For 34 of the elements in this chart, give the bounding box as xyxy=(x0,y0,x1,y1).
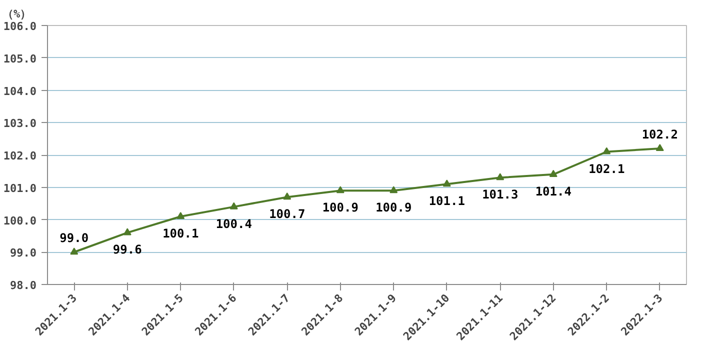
data-label: 101.4 xyxy=(535,184,572,198)
point xyxy=(656,144,664,152)
y-tick-label: 105.0 xyxy=(3,52,37,66)
y-tick-label: 102.0 xyxy=(3,150,37,162)
y-axis-title: （%） xyxy=(2,8,32,20)
data-label: 100.4 xyxy=(216,216,252,231)
y-tick-label: 98.0 xyxy=(10,279,37,292)
y-tick-label: 100.0 xyxy=(3,214,37,228)
point xyxy=(549,170,558,177)
point xyxy=(230,202,238,210)
point xyxy=(123,228,132,236)
data-label: 101.3 xyxy=(482,188,518,202)
data-label: 102.1 xyxy=(588,162,625,176)
point xyxy=(336,186,344,194)
data-label: 99.0 xyxy=(60,231,89,246)
y-tick-label: 103.0 xyxy=(3,117,37,130)
point xyxy=(176,212,185,220)
y-tick-label: 106.0 xyxy=(3,20,37,33)
point xyxy=(283,192,292,200)
data-label: 99.6 xyxy=(112,242,142,257)
point xyxy=(602,147,611,154)
data-label: 100.1 xyxy=(162,226,199,241)
y-tick-label: 99.0 xyxy=(10,246,37,260)
data-label: 100.7 xyxy=(269,207,306,222)
point xyxy=(390,186,398,194)
y-tick-label: 104.0 xyxy=(3,84,37,98)
data-label: 101.1 xyxy=(428,194,465,208)
point xyxy=(442,180,451,187)
point xyxy=(496,173,504,180)
point xyxy=(70,248,78,255)
data-label: 100.9 xyxy=(376,200,412,215)
data-label: 102.2 xyxy=(642,128,678,142)
data-label: 100.9 xyxy=(322,200,358,215)
y-tick-label: 101.0 xyxy=(3,182,37,195)
